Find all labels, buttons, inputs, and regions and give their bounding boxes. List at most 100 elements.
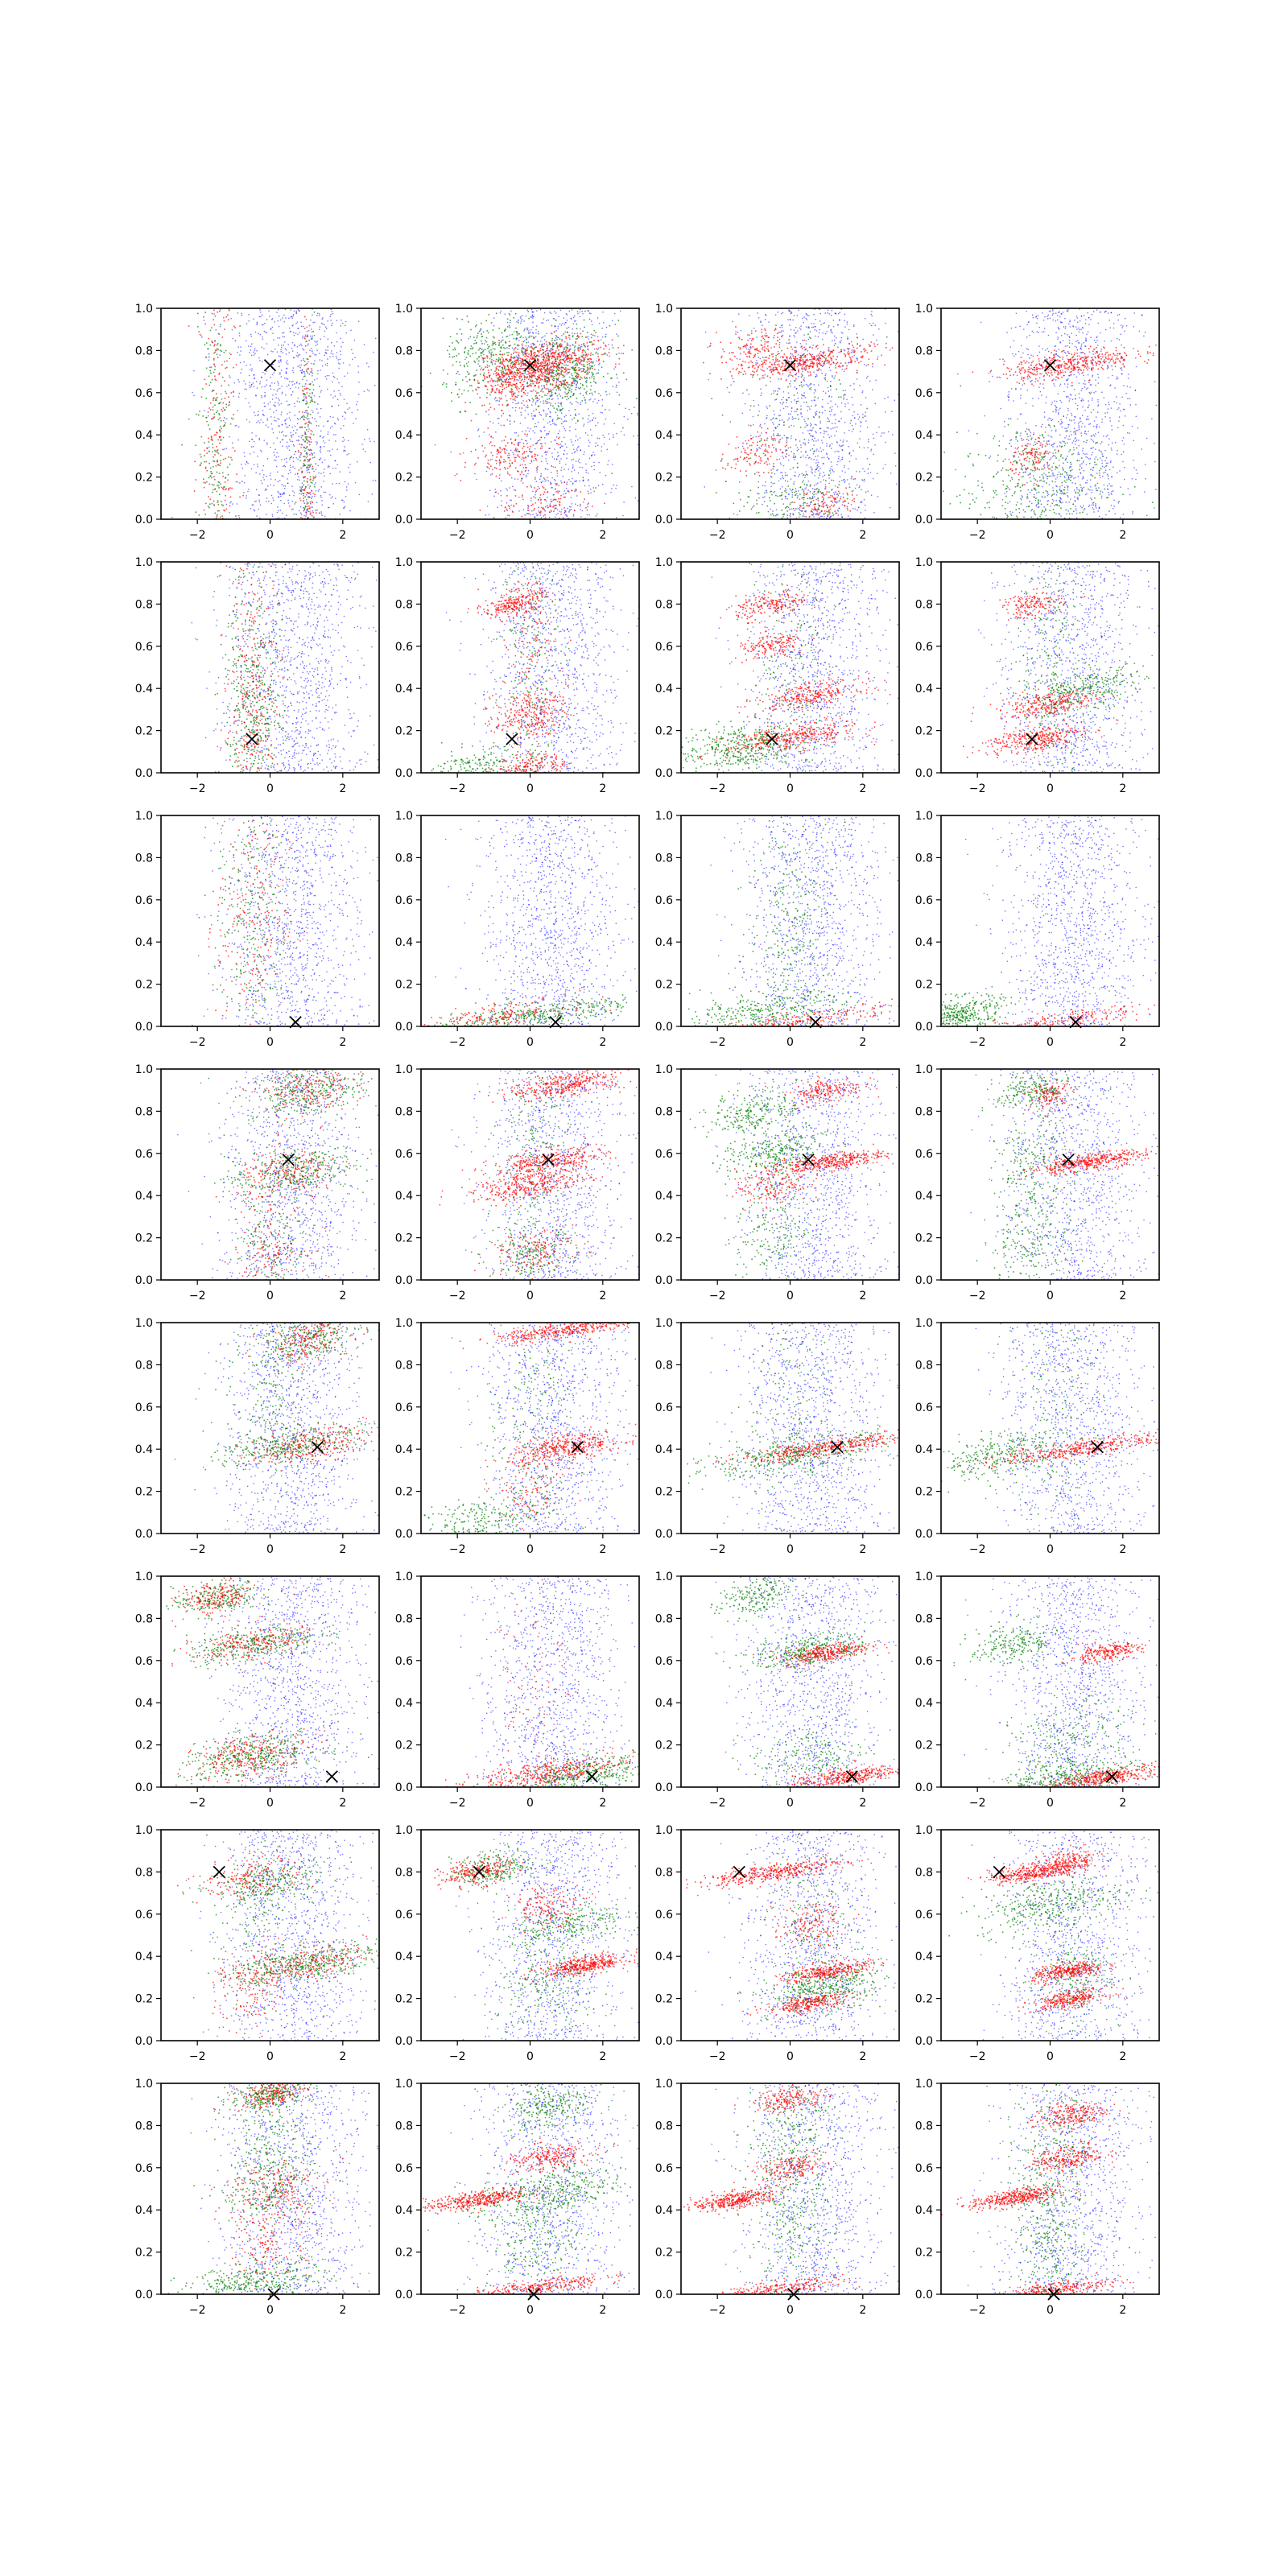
y-tick-label: 0.4 bbox=[135, 1697, 153, 1710]
y-tick-label: 0.4 bbox=[655, 936, 673, 949]
y-tick-label: 0.0 bbox=[655, 1021, 673, 1034]
y-tick-label: 0.6 bbox=[915, 2162, 933, 2175]
y-tick-label: 0.2 bbox=[655, 1993, 673, 2006]
y-tick-label: 0.0 bbox=[915, 1528, 933, 1541]
x-tick-label: −2 bbox=[449, 1543, 466, 1556]
y-tick-label: 1.0 bbox=[395, 810, 413, 823]
y-tick-label: 0.6 bbox=[655, 1148, 673, 1161]
x-tick-label: 2 bbox=[859, 1543, 866, 1556]
y-tick-label: 0.4 bbox=[135, 2204, 153, 2217]
x-tick-label: 2 bbox=[859, 1290, 866, 1302]
y-tick-label: 0.4 bbox=[395, 683, 413, 696]
y-tick-label: 0.6 bbox=[135, 387, 153, 400]
y-tick-label: 1.0 bbox=[915, 1063, 933, 1076]
y-tick-label: 0.6 bbox=[135, 1148, 153, 1161]
y-tick-label: 1.0 bbox=[395, 303, 413, 316]
x-tick-label: −2 bbox=[189, 1797, 206, 1810]
y-tick-label: 1.0 bbox=[135, 1317, 153, 1330]
y-tick-label: 1.0 bbox=[915, 1824, 933, 1837]
y-tick-label: 1.0 bbox=[395, 556, 413, 569]
y-tick-label: 0.8 bbox=[915, 1866, 933, 1879]
y-tick-label: 0.6 bbox=[395, 641, 413, 654]
y-tick-label: 0.0 bbox=[135, 767, 153, 780]
x-tick-label: −2 bbox=[969, 782, 986, 795]
y-tick-label: 0.2 bbox=[915, 1486, 933, 1499]
x-tick-label: −2 bbox=[449, 1290, 466, 1302]
y-tick-label: 0.0 bbox=[395, 2035, 413, 2048]
y-tick-label: 0.8 bbox=[395, 1359, 413, 1372]
y-tick-label: 0.8 bbox=[395, 345, 413, 357]
y-tick-label: 0.8 bbox=[655, 2120, 673, 2132]
y-tick-label: 0.0 bbox=[655, 514, 673, 526]
y-tick-label: 0.4 bbox=[655, 1697, 673, 1710]
y-tick-label: 1.0 bbox=[915, 303, 933, 316]
x-tick-label: 0 bbox=[266, 782, 274, 795]
x-tick-label: −2 bbox=[709, 1036, 726, 1049]
y-tick-label: 0.2 bbox=[395, 1232, 413, 1245]
x-tick-label: 2 bbox=[859, 1797, 866, 1810]
y-tick-label: 1.0 bbox=[655, 1571, 673, 1583]
y-tick-label: 0.6 bbox=[915, 1655, 933, 1668]
y-tick-label: 0.8 bbox=[915, 345, 933, 357]
x-tick-label: −2 bbox=[189, 1290, 206, 1302]
y-tick-label: 1.0 bbox=[655, 556, 673, 569]
y-tick-label: 0.2 bbox=[655, 1232, 673, 1245]
x-tick-label: 0 bbox=[266, 2050, 274, 2063]
y-tick-label: 0.6 bbox=[135, 641, 153, 654]
y-tick-label: 0.4 bbox=[915, 936, 933, 949]
y-tick-label: 0.2 bbox=[135, 1486, 153, 1499]
x-tick-label: 2 bbox=[599, 1036, 606, 1049]
y-tick-label: 0.2 bbox=[915, 1993, 933, 2006]
y-tick-label: 0.6 bbox=[395, 894, 413, 907]
y-tick-label: 0.0 bbox=[915, 1274, 933, 1287]
y-tick-label: 0.6 bbox=[915, 1402, 933, 1414]
y-tick-label: 1.0 bbox=[395, 2078, 413, 2091]
y-tick-label: 0.8 bbox=[395, 852, 413, 865]
y-tick-label: 0.8 bbox=[395, 1612, 413, 1625]
x-tick-label: −2 bbox=[449, 1797, 466, 1810]
y-tick-label: 0.8 bbox=[135, 1105, 153, 1118]
x-tick-label: 2 bbox=[339, 1036, 346, 1049]
x-tick-label: 2 bbox=[1119, 1543, 1126, 1556]
x-tick-label: 2 bbox=[339, 1797, 346, 1810]
y-tick-label: 0.2 bbox=[915, 1740, 933, 1752]
y-tick-label: 0.2 bbox=[655, 2247, 673, 2260]
x-tick-label: 2 bbox=[599, 782, 606, 795]
x-tick-label: 0 bbox=[266, 1036, 274, 1049]
x-tick-label: −2 bbox=[449, 2050, 466, 2063]
y-tick-label: 0.8 bbox=[135, 598, 153, 611]
x-tick-label: 2 bbox=[859, 782, 866, 795]
x-tick-label: 0 bbox=[786, 782, 794, 795]
x-tick-label: 2 bbox=[859, 2050, 866, 2063]
y-tick-label: 0.2 bbox=[655, 979, 673, 992]
y-tick-label: 0.0 bbox=[395, 1781, 413, 1794]
y-tick-label: 0.6 bbox=[915, 1148, 933, 1161]
y-tick-label: 0.8 bbox=[655, 852, 673, 865]
y-tick-label: 0.8 bbox=[915, 2120, 933, 2132]
y-tick-label: 0.4 bbox=[395, 1697, 413, 1710]
y-tick-label: 0.4 bbox=[135, 1951, 153, 1963]
y-tick-label: 0.4 bbox=[915, 1697, 933, 1710]
y-tick-label: 1.0 bbox=[135, 2078, 153, 2091]
y-tick-label: 0.4 bbox=[655, 429, 673, 442]
x-tick-label: −2 bbox=[189, 1543, 206, 1556]
y-tick-label: 1.0 bbox=[135, 1824, 153, 1837]
y-tick-label: 1.0 bbox=[135, 1571, 153, 1583]
y-tick-label: 0.2 bbox=[395, 1740, 413, 1752]
y-tick-label: 1.0 bbox=[135, 810, 153, 823]
x-tick-label: 0 bbox=[786, 1797, 794, 1810]
x-tick-label: 2 bbox=[339, 2050, 346, 2063]
y-tick-label: 0.4 bbox=[395, 2204, 413, 2217]
y-tick-label: 0.0 bbox=[395, 1274, 413, 1287]
y-tick-label: 0.6 bbox=[135, 1402, 153, 1414]
y-tick-label: 0.4 bbox=[915, 2204, 933, 2217]
x-tick-label: −2 bbox=[189, 782, 206, 795]
y-tick-label: 0.0 bbox=[655, 1274, 673, 1287]
y-tick-label: 0.0 bbox=[915, 1781, 933, 1794]
y-tick-label: 0.4 bbox=[135, 1443, 153, 1456]
y-tick-label: 0.6 bbox=[395, 2162, 413, 2175]
y-tick-label: 1.0 bbox=[395, 1824, 413, 1837]
y-tick-label: 1.0 bbox=[395, 1571, 413, 1583]
y-tick-label: 1.0 bbox=[135, 1063, 153, 1076]
y-tick-label: 0.4 bbox=[395, 1951, 413, 1963]
